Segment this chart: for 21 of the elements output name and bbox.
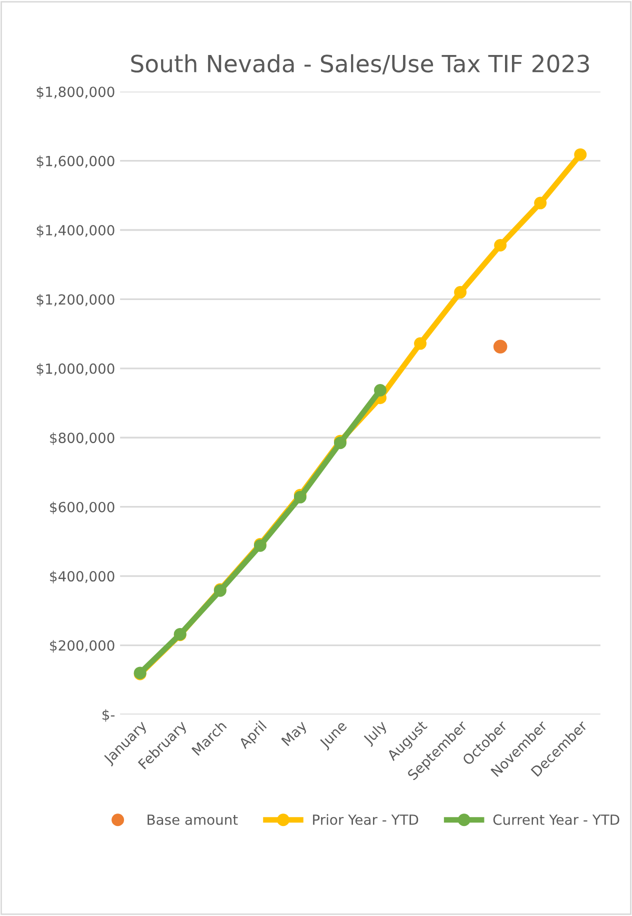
- y-tick-label: $600,000: [50, 502, 114, 514]
- y-tick-label: $800,000: [50, 432, 114, 445]
- point: [454, 286, 467, 299]
- y-tick-label: $-: [102, 709, 115, 722]
- y-tick-label: $1,000,000: [36, 363, 114, 376]
- y-tick-label: $1,400,000: [36, 224, 114, 238]
- legend-label: Prior Year - YTD: [313, 814, 418, 825]
- point: [574, 148, 587, 161]
- y-tick-label: $1,600,000: [36, 156, 114, 168]
- point: [414, 337, 427, 350]
- y-tick-label: $200,000: [50, 640, 114, 653]
- legend-label: Current Year - YTD: [493, 814, 620, 825]
- point: [494, 238, 507, 252]
- point: [534, 196, 547, 210]
- y-tick-label: $1,800,000: [36, 86, 114, 99]
- legend-label: Base amount: [148, 814, 238, 825]
- point: [493, 340, 508, 354]
- chart-title: South Nevada - Sales/Use Tax TIF 2023: [131, 54, 589, 74]
- point: [374, 384, 387, 396]
- y-tick-label: $1,200,000: [36, 294, 114, 307]
- y-tick-label: $400,000: [50, 570, 114, 584]
